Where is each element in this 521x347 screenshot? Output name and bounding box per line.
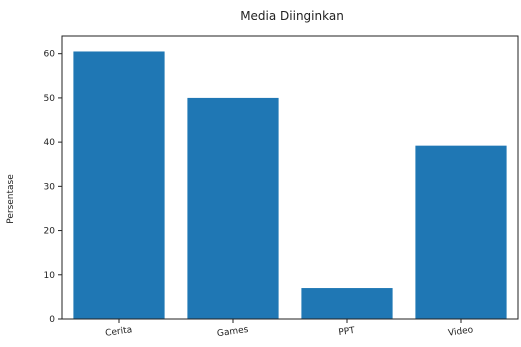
x-tick-label: PPT bbox=[338, 326, 356, 338]
bar-video bbox=[415, 145, 507, 319]
x-ticks-group: Cerita Games PPT Video bbox=[105, 319, 475, 339]
chart-title: Media Diinginkan bbox=[240, 9, 344, 23]
y-tick-label: 50 bbox=[44, 94, 56, 104]
y-axis-label: Persentase bbox=[6, 174, 16, 224]
bar-cerita bbox=[73, 51, 165, 319]
x-tick-label: Games bbox=[216, 325, 249, 339]
y-tick-label: 60 bbox=[44, 50, 56, 60]
y-tick-label: 20 bbox=[44, 227, 56, 237]
y-tick-label: 10 bbox=[44, 271, 56, 281]
bar-ppt bbox=[301, 288, 393, 319]
x-tick-label: Cerita bbox=[105, 325, 133, 339]
y-tick-label: 0 bbox=[49, 315, 55, 325]
bars-group bbox=[73, 51, 507, 319]
y-ticks-group: 0 10 20 30 40 50 60 bbox=[44, 50, 62, 325]
y-tick-label: 30 bbox=[44, 182, 56, 192]
bar-games bbox=[187, 97, 279, 319]
plot-frame bbox=[61, 35, 519, 320]
x-tick-label: Video bbox=[448, 325, 475, 338]
y-tick-label: 40 bbox=[44, 138, 56, 148]
